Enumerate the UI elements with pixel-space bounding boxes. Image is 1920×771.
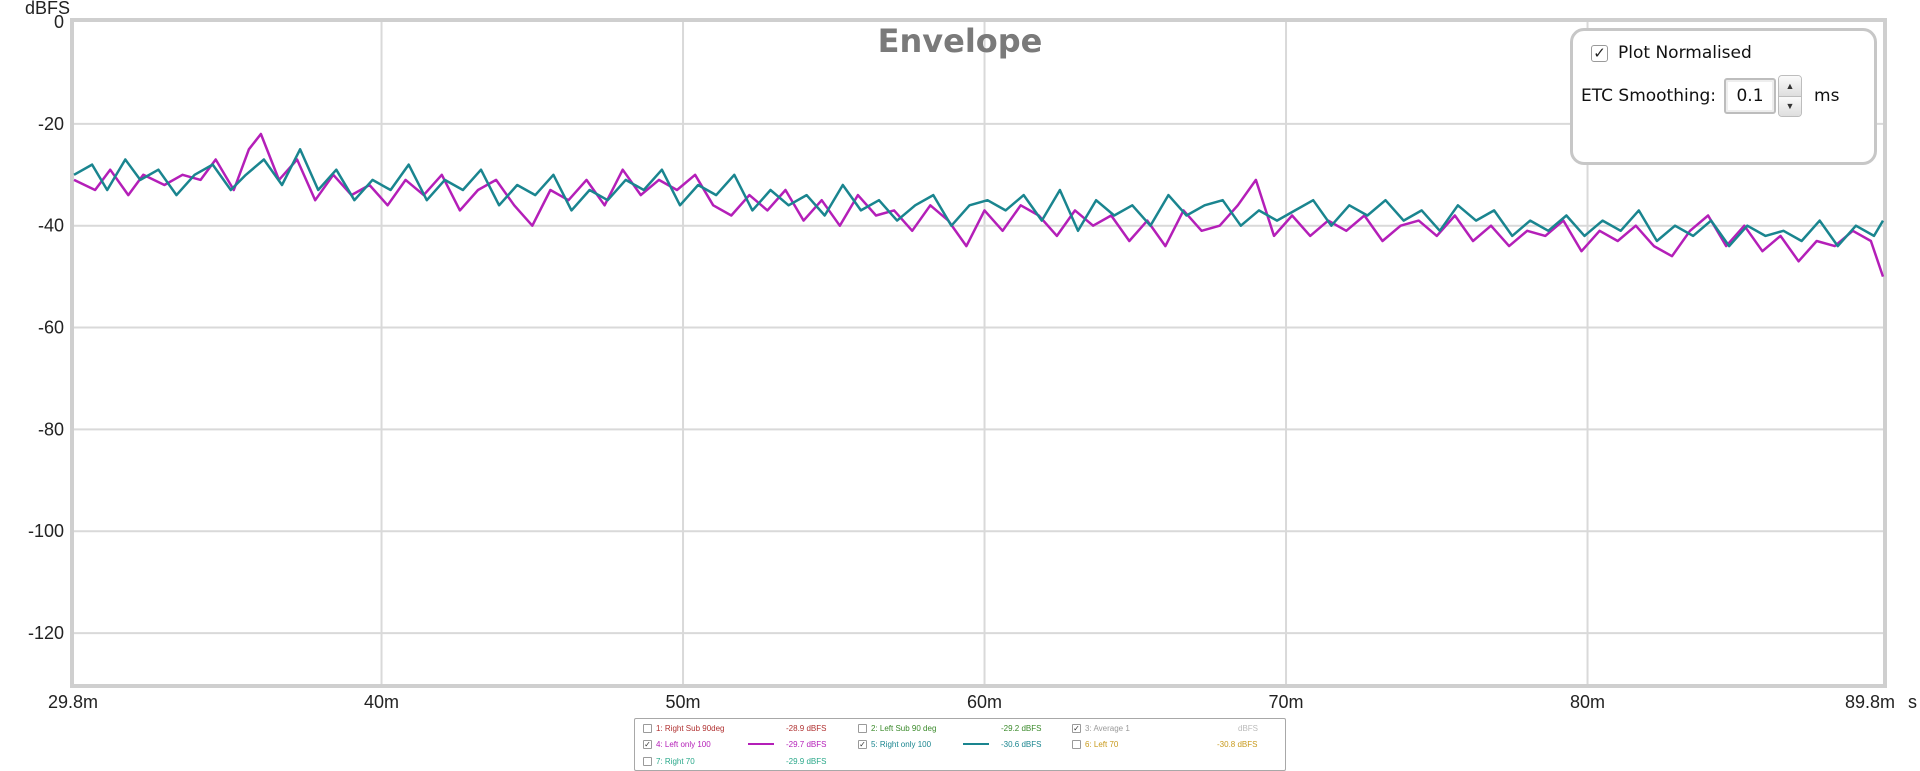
- x-axis-unit: s: [1908, 692, 1917, 712]
- legend-value: -29.9 dBFS: [786, 757, 827, 766]
- measurement-legend: 1: Right Sub 90deg -28.9 dBFS 2: Left Su…: [634, 718, 1286, 771]
- legend-label: 3: Average 1: [1085, 723, 1130, 733]
- etc-smoothing-input[interactable]: 0.1: [1724, 78, 1777, 114]
- x-tick-labels: 29.8m 40m 50m 60m 70m 80m 89.8m: [48, 692, 1895, 712]
- y-axis-label: dBFS: [25, 0, 70, 18]
- legend-checkbox[interactable]: ✓: [643, 739, 652, 749]
- plot-normalised-row[interactable]: ✓ Plot Normalised: [1591, 43, 1752, 63]
- legend-checkbox[interactable]: [643, 756, 652, 766]
- legend-line-swatch: [963, 743, 989, 745]
- chart-title: Envelope: [878, 22, 1043, 60]
- legend-label: 7: Right 70: [656, 756, 695, 766]
- legend-value: -30.8 dBFS: [1217, 740, 1258, 749]
- legend-label: 2: Left Sub 90 deg: [871, 723, 937, 733]
- x-tick-label: 50m: [666, 692, 701, 712]
- legend-item-4[interactable]: ✓ 4: Left only 100: [643, 738, 711, 750]
- x-tick-label: 80m: [1570, 692, 1605, 712]
- y-tick-labels: 0 -20 -40 -60 -80 -100 -120: [28, 12, 64, 643]
- legend-checkbox[interactable]: ✓: [1072, 723, 1081, 733]
- y-tick-label: -40: [38, 216, 64, 236]
- etc-smoothing-label: ETC Smoothing:: [1581, 86, 1717, 106]
- x-tick-label: 89.8m: [1845, 692, 1895, 712]
- y-tick-label: -100: [28, 521, 64, 541]
- plot-controls-panel: ✓ Plot Normalised ETC Smoothing: 0.1 ▲ ▼…: [1570, 28, 1877, 165]
- stepper-up-icon[interactable]: ▲: [1779, 76, 1802, 96]
- legend-item-3[interactable]: ✓ 3: Average 1: [1072, 722, 1130, 734]
- y-tick-label: -80: [38, 419, 64, 439]
- x-tick-label: 60m: [967, 692, 1002, 712]
- etc-smoothing-row: ETC Smoothing: 0.1 ▲ ▼ ms: [1581, 75, 1839, 117]
- legend-label: 1: Right Sub 90deg: [656, 723, 725, 733]
- legend-label: 4: Left only 100: [656, 739, 711, 749]
- legend-value: dBFS: [1238, 724, 1259, 733]
- y-tick-label: -120: [28, 623, 64, 643]
- legend-value: -29.7 dBFS: [786, 740, 827, 749]
- legend-label: 5: Right only 100: [871, 739, 932, 749]
- series-layer: [73, 132, 1885, 278]
- plot-normalised-checkbox[interactable]: ✓: [1591, 44, 1608, 62]
- legend-item-1[interactable]: 1: Right Sub 90deg: [643, 722, 725, 734]
- etc-smoothing-unit: ms: [1814, 86, 1840, 106]
- etc-smoothing-stepper[interactable]: ▲ ▼: [1778, 75, 1803, 117]
- legend-value: -28.9 dBFS: [786, 724, 827, 733]
- legend-checkbox[interactable]: [643, 723, 652, 733]
- legend-item-5[interactable]: ✓ 5: Right only 100: [858, 738, 931, 750]
- legend-value: -29.2 dBFS: [1001, 724, 1042, 733]
- series-line-2: [73, 148, 1885, 248]
- legend-label: 6: Left 70: [1085, 739, 1119, 749]
- plot-normalised-label: Plot Normalised: [1618, 43, 1752, 63]
- y-tick-label: 0: [54, 12, 64, 32]
- legend-item-2[interactable]: 2: Left Sub 90 deg: [858, 722, 936, 734]
- x-tick-label: 70m: [1269, 692, 1304, 712]
- legend-item-7[interactable]: 7: Right 70: [643, 755, 695, 767]
- x-tick-label: 40m: [364, 692, 399, 712]
- x-tick-label: 29.8m: [48, 692, 98, 712]
- legend-line-swatch: [748, 743, 774, 745]
- plot-area-frame: [70, 18, 1887, 688]
- legend-checkbox[interactable]: ✓: [858, 739, 867, 749]
- legend-checkbox[interactable]: [1072, 739, 1081, 749]
- legend-item-6[interactable]: 6: Left 70: [1072, 738, 1118, 750]
- legend-checkbox[interactable]: [858, 723, 867, 733]
- legend-value: -30.6 dBFS: [1001, 740, 1042, 749]
- y-tick-label: -20: [38, 114, 64, 134]
- stepper-down-icon[interactable]: ▼: [1779, 95, 1802, 116]
- y-tick-label: -60: [38, 318, 64, 338]
